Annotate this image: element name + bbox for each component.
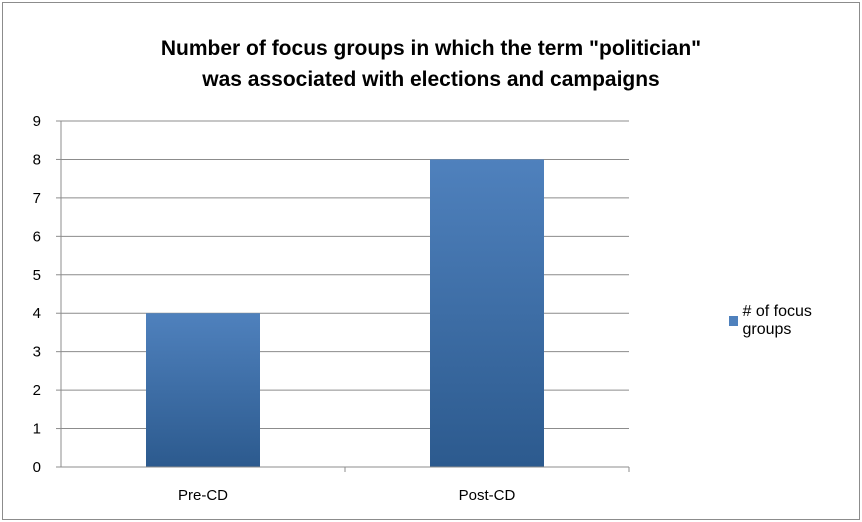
y-tick-label: 5 xyxy=(33,267,41,284)
y-tick-label: 9 xyxy=(33,113,41,130)
x-category-label: Pre-CD xyxy=(178,487,228,504)
y-tick-label: 2 xyxy=(33,382,41,399)
bar-post-cd xyxy=(430,159,544,467)
y-tick-label: 3 xyxy=(33,344,41,361)
y-tick-label: 0 xyxy=(33,459,41,476)
chart-title-line-2: was associated with elections and campai… xyxy=(202,68,660,91)
y-tick-label: 7 xyxy=(33,190,41,207)
bar-pre-cd xyxy=(146,313,260,467)
legend-swatch xyxy=(729,316,739,326)
legend: # of focus groups xyxy=(729,303,859,339)
x-category-label: Post-CD xyxy=(459,487,516,504)
chart-title-line-1: Number of focus groups in which the term… xyxy=(160,37,702,60)
y-tick-label: 4 xyxy=(33,305,41,322)
chart-title: Number of focus groups in which the term… xyxy=(3,33,859,95)
plot-area: 0 1 2 3 4 5 6 7 8 9 Pre-CD Post-CD xyxy=(33,113,630,504)
legend-label: # of focus groups xyxy=(742,303,812,338)
y-tick-label: 8 xyxy=(33,151,41,168)
y-tick-label: 6 xyxy=(33,228,41,245)
y-tick-label: 1 xyxy=(33,421,41,438)
